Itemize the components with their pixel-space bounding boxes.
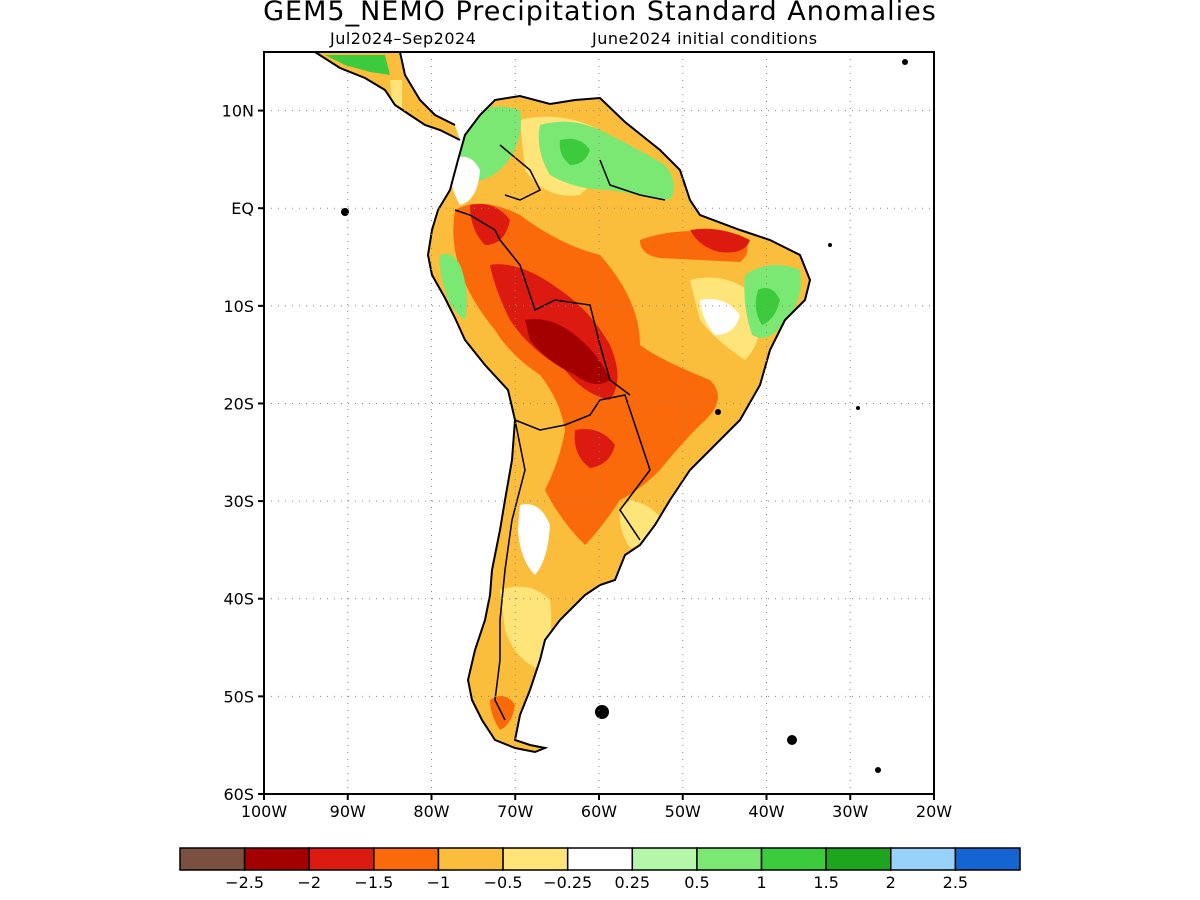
map-title: GEM5_NEMO Precipitation Standard Anomali… bbox=[263, 0, 937, 27]
colorbar-label: −0.5 bbox=[484, 873, 523, 892]
axis-ticks bbox=[258, 109, 935, 800]
colorbar-swatch bbox=[502, 847, 569, 871]
lon-label: 50W bbox=[665, 802, 701, 821]
forecast-period: Jul2024–Sep2024 bbox=[330, 29, 477, 48]
coastlines bbox=[314, 52, 812, 754]
lon-label: 60W bbox=[581, 802, 617, 821]
colorbar-swatch bbox=[373, 847, 440, 871]
colorbar-swatch bbox=[631, 847, 698, 871]
colorbar-label: 2 bbox=[886, 873, 896, 892]
country-borders bbox=[454, 144, 666, 721]
colorbar-label: 0.25 bbox=[614, 873, 650, 892]
lon-label: 40W bbox=[748, 802, 784, 821]
colorbar-swatch bbox=[243, 847, 310, 871]
colorbar-label: −1.5 bbox=[354, 873, 393, 892]
lat-label: 10N bbox=[222, 102, 254, 121]
lat-label: 10S bbox=[223, 297, 254, 316]
colorbar-label: −2.5 bbox=[225, 873, 264, 892]
colorbar bbox=[179, 847, 1021, 871]
lon-label: 90W bbox=[330, 802, 366, 821]
colorbar-swatch bbox=[825, 847, 892, 871]
colorbar-swatch bbox=[308, 847, 375, 871]
grid-lines bbox=[264, 52, 934, 794]
lat-label: 60S bbox=[223, 785, 254, 804]
colorbar-label: −2 bbox=[297, 873, 321, 892]
lat-label: 50S bbox=[223, 687, 254, 706]
longitude-labels: 100W 90W 80W 70W 60W 50W 40W 30W 20W bbox=[241, 802, 952, 821]
lat-label: 30S bbox=[223, 492, 254, 511]
colorbar-labels: −2.5 −2 −1.5 −1 −0.5 −0.25 0.25 0.5 1 1.5 2 2.5 bbox=[225, 873, 968, 892]
lon-label: 70W bbox=[497, 802, 533, 821]
colorbar-swatch bbox=[179, 847, 246, 871]
colorbar-swatch bbox=[954, 847, 1021, 871]
colorbar-swatch bbox=[890, 847, 957, 871]
colorbar-swatch bbox=[760, 847, 827, 871]
colorbar-label: 1 bbox=[756, 873, 766, 892]
lon-label: 20W bbox=[916, 802, 952, 821]
colorbar-label: −1 bbox=[427, 873, 451, 892]
latitude-labels: 10N EQ 10S 20S 30S 40S 50S 60S bbox=[222, 102, 254, 804]
lon-label: 80W bbox=[413, 802, 449, 821]
colorbar-label: 2.5 bbox=[943, 873, 968, 892]
lat-label: 20S bbox=[223, 394, 254, 413]
colorbar-swatch bbox=[437, 847, 504, 871]
lat-label: EQ bbox=[231, 199, 254, 218]
islands bbox=[341, 59, 908, 773]
colorbar-swatch bbox=[566, 847, 634, 871]
anomaly-field bbox=[315, 52, 810, 752]
lon-label: 30W bbox=[832, 802, 868, 821]
colorbar-label: 0.5 bbox=[684, 873, 709, 892]
colorbar-label: 1.5 bbox=[813, 873, 838, 892]
colorbar-swatch bbox=[696, 847, 763, 871]
initial-conditions: June2024 initial conditions bbox=[592, 29, 818, 48]
colorbar-label: −0.25 bbox=[543, 873, 592, 892]
lat-label: 40S bbox=[223, 590, 254, 609]
lon-label: 100W bbox=[241, 802, 288, 821]
